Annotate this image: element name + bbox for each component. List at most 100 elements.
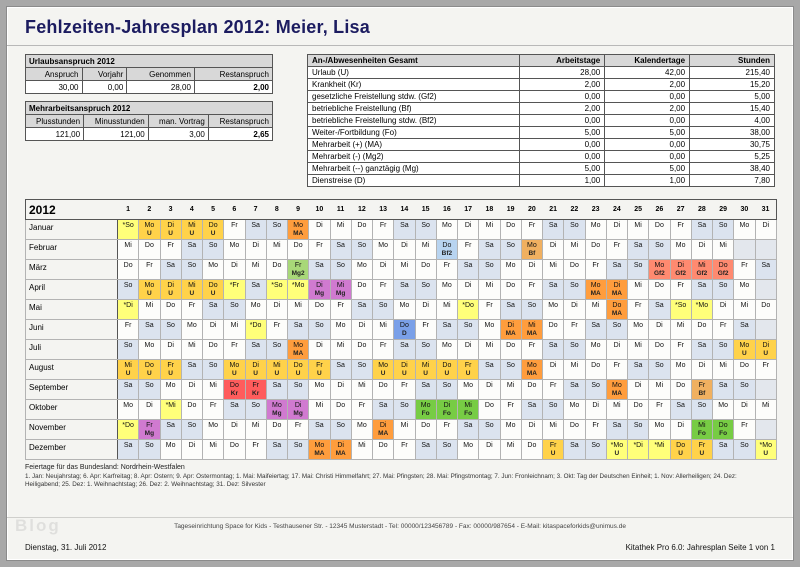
calendar-day-cell: Do Bf2 <box>435 239 459 260</box>
calendar-day-cell: Sa <box>669 399 692 420</box>
weekday-label: Mo <box>739 342 750 349</box>
absence-header-kalendertage: Kalendertage <box>604 54 691 67</box>
calendar-day-cell: Mo Bf <box>520 239 544 260</box>
calendar-day-cell: Fr <box>605 359 629 380</box>
weekday-label: So <box>272 342 282 349</box>
overtime-table-header-row: Plusstunden Minusstunden man. Vortrag Re… <box>24 114 274 128</box>
weekday-label: Mo <box>399 302 410 309</box>
weekday-label: So <box>378 302 388 309</box>
absence-code: U <box>614 450 620 457</box>
weekday-label: Fr <box>443 422 451 429</box>
calendar-day-cell: So <box>414 339 437 360</box>
calendar-day-cell: Fr <box>223 339 246 360</box>
calendar-day-cell: Di <box>308 219 331 240</box>
absence-code: MA <box>378 430 389 437</box>
calendar-day-cell: Mi <box>201 379 225 400</box>
weekday-label: So <box>506 242 515 249</box>
month-label: August <box>25 359 118 380</box>
weekday-label: Do <box>591 362 601 369</box>
weekday-label: Fr <box>698 442 706 449</box>
day-number-header: 17 <box>457 199 479 220</box>
day-number-header: 29 <box>712 199 734 220</box>
absence-row: Mehrarbeit (+) (MA) 0,00 0,00 30,75 <box>306 138 775 151</box>
weekday-label: So <box>697 402 707 409</box>
calendar-day-cell: Sa <box>265 379 289 400</box>
calendar-day-cell: Mo U <box>138 219 161 240</box>
absence-row-label: Mehrarbeit (-) (Mg2) <box>306 150 521 163</box>
weekday-label: So <box>612 322 622 329</box>
calendar-day-cell: Do Gf2 <box>711 259 735 280</box>
absence-row-value: 0,00 <box>604 90 691 103</box>
weekday-label: Mi <box>336 222 345 229</box>
weekday-label: Di <box>188 442 196 449</box>
weekday-label: Fr <box>379 282 387 289</box>
weekday-label: *Di <box>633 442 643 449</box>
calendar-day-cell: So <box>244 399 267 420</box>
calendar-day-cell: Mo Mg <box>265 399 289 420</box>
calendar-day-cell: Sa <box>520 399 544 420</box>
weekday-label: Fr <box>528 282 536 289</box>
calendar-day-cell: Do U <box>286 359 310 380</box>
weekday-label: Do <box>272 422 282 429</box>
weekday-label: Di <box>464 222 472 229</box>
calendar-day-cell: Sa <box>223 399 246 420</box>
calendar-day-cell: Mo <box>435 219 459 240</box>
calendar-day-cell: Mi <box>393 419 416 440</box>
weekday-label: Sa <box>718 382 728 389</box>
calendar-day-cell: Fr <box>138 259 161 280</box>
absence-row-value: 5,00 <box>689 90 775 103</box>
calendar-day-cell: Sa <box>605 419 629 440</box>
weekday-label: Sa <box>400 282 409 289</box>
weekday-label: Mo <box>612 382 622 389</box>
month-label: April <box>25 279 118 300</box>
calendar-day-cell: Di <box>541 359 565 380</box>
calendar-day-cell: Mi <box>754 399 777 420</box>
weekday-label: Do <box>697 322 707 329</box>
title-divider <box>7 45 793 46</box>
weekday-label: Di <box>252 362 259 369</box>
weekday-label: Fr <box>592 262 599 269</box>
weekday-label: Do <box>654 342 664 349</box>
calendar-day-cell <box>733 239 756 260</box>
calendar-day-cell: Mi <box>648 379 671 400</box>
absence-code: U <box>232 370 237 377</box>
weekday-label: Sa <box>633 362 643 369</box>
weekday-label: Fr <box>231 342 238 349</box>
calendar-day-cell: Fr <box>754 359 777 380</box>
weekday-label: So <box>570 342 579 349</box>
weekday-label: So <box>442 442 452 449</box>
absence-code: Gf2 <box>717 270 729 277</box>
calendar-day-cell: Mo <box>201 419 225 440</box>
calendar-day-cell: Do <box>690 319 714 340</box>
weekday-label: Fr <box>316 362 323 369</box>
weekday-label: Do <box>399 322 409 329</box>
absence-row-value: 0,00 <box>604 114 691 127</box>
day-number-header: 13 <box>372 199 394 220</box>
absence-code: U <box>763 350 769 357</box>
weekday-label: Mi <box>251 422 260 429</box>
weekday-label: Do <box>357 342 367 349</box>
weekday-label: Mo <box>357 422 367 429</box>
weekday-label: Do <box>676 442 686 449</box>
weekday-label: Sa <box>400 342 409 349</box>
calendar-day-cell: Mo <box>478 319 501 340</box>
weekday-label: Mi <box>655 382 664 389</box>
weekday-label: Sa <box>230 402 239 409</box>
calendar-day-cell: Mi <box>435 299 459 320</box>
day-number-header: 7 <box>245 199 267 220</box>
calendar-day-cell: Di <box>584 399 607 420</box>
absence-table-title: An-/Abwesenheiten Gesamt <box>306 54 521 67</box>
absence-code: MA <box>335 450 346 457</box>
calendar-day-cell: Mi U <box>180 219 204 240</box>
absence-code: U <box>423 370 428 377</box>
calendar-day-cell: So <box>520 299 544 320</box>
weekday-label: Mi <box>273 242 281 249</box>
absence-row: Mehrarbeit (-) (Mg2) 0,00 0,00 5,25 <box>306 150 775 163</box>
footer-contact-line: Tageseinrichtung Space for Kids - Testha… <box>174 523 626 530</box>
calendar-day-cell: So <box>563 279 586 300</box>
weekday-label: So <box>293 442 303 449</box>
calendar-day-cell: Sa <box>733 319 756 340</box>
absence-code: Mg <box>144 430 155 437</box>
weekday-label: Di <box>316 282 323 289</box>
weekday-label: Di <box>379 262 387 269</box>
